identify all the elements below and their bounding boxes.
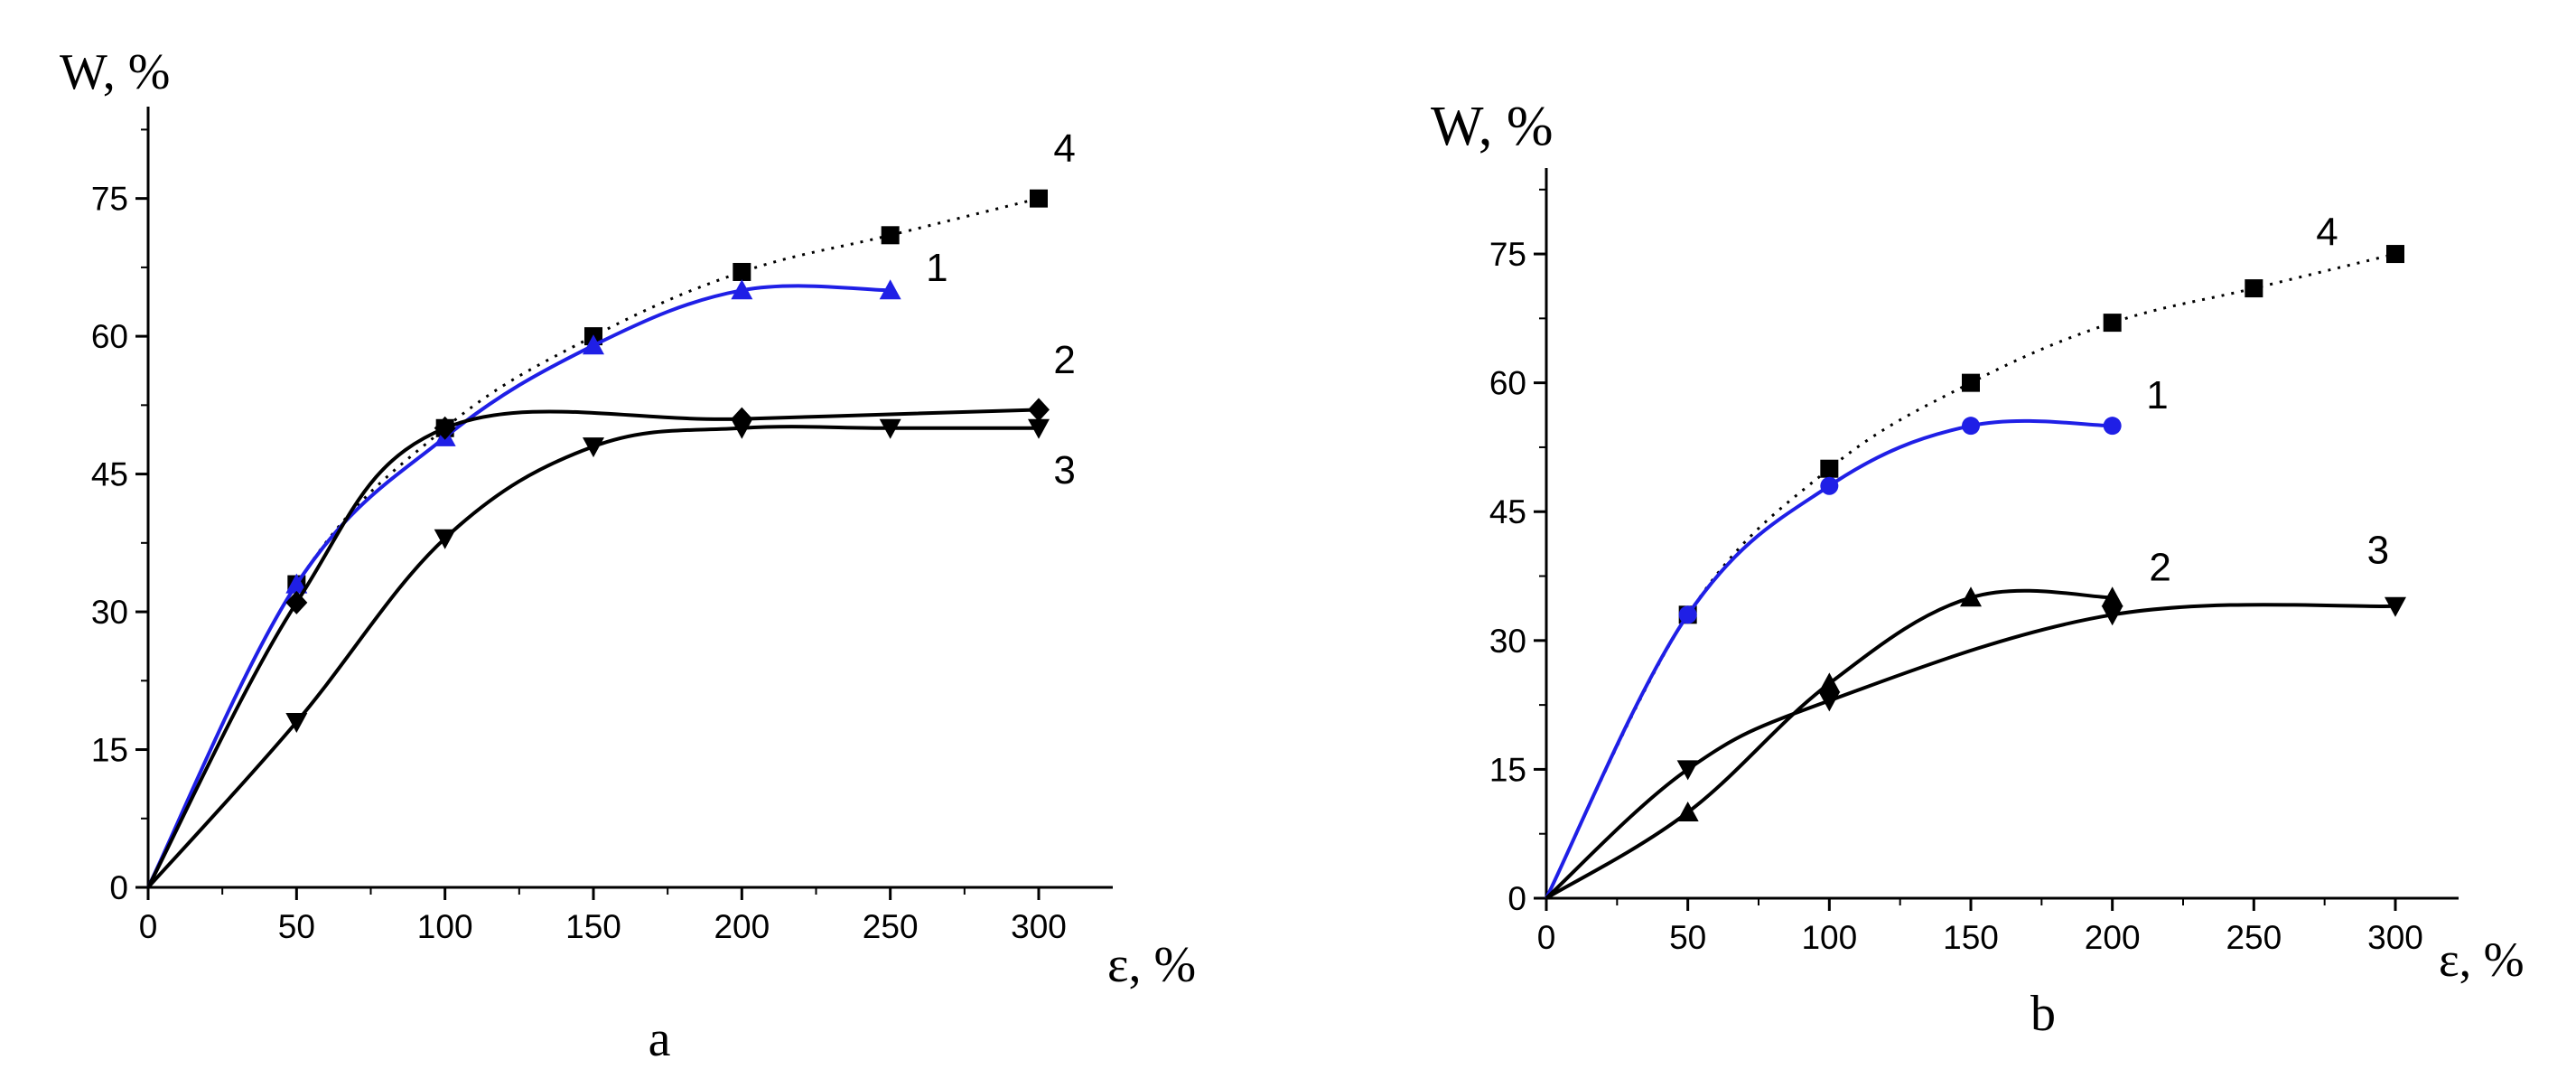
series-4-point (2386, 245, 2404, 264)
series-3-point (2101, 605, 2123, 626)
series-2-point (434, 416, 456, 440)
series-4-point (1962, 373, 1980, 392)
y-axis-title: W, % (60, 44, 170, 100)
series-2-point (2101, 586, 2123, 607)
y-tick-label: 45 (1489, 493, 1526, 530)
x-tick-label: 200 (714, 908, 770, 945)
x-tick-label: 100 (417, 908, 473, 945)
y-tick-label: 45 (91, 456, 128, 493)
series-3-line (1545, 603, 2396, 900)
y-tick-label: 0 (1507, 880, 1526, 917)
y-tick-label: 75 (91, 181, 128, 218)
series-4-line (1545, 252, 2396, 899)
curve-label-1: 1 (2146, 373, 2168, 417)
series-3-point (285, 713, 308, 734)
series-1-line (146, 284, 891, 888)
y-tick-label: 15 (1489, 751, 1526, 788)
series-2-line (146, 408, 1040, 888)
series-3-point (1818, 691, 1841, 712)
y-tick-label: 30 (1489, 623, 1526, 660)
y-tick-label: 60 (91, 318, 128, 355)
series-4-point (2245, 279, 2263, 298)
series-4-point (881, 226, 900, 245)
x-axis-title: ε, % (2439, 933, 2525, 987)
x-tick-label: 150 (1943, 919, 1999, 956)
y-axis-title: W, % (1431, 96, 1553, 157)
x-tick-label: 0 (139, 908, 158, 945)
series-1-line (1545, 418, 2113, 899)
x-tick-label: 150 (565, 908, 621, 945)
series-2-point (1028, 398, 1050, 422)
series-3-point (2385, 596, 2406, 617)
curve-label-2: 2 (2149, 545, 2170, 589)
series-2-point (1676, 801, 1699, 821)
series-1-point (879, 279, 901, 300)
panel-label-b: b (2030, 986, 2056, 1042)
x-tick-label: 50 (278, 908, 315, 945)
series-1-point (285, 573, 308, 594)
curve-label-2: 2 (1053, 338, 1075, 382)
series-1-point (1678, 605, 1697, 624)
series-3-point (731, 418, 753, 439)
x-tick-label: 100 (1801, 919, 1857, 956)
y-tick-label: 75 (1489, 236, 1526, 273)
x-tick-label: 50 (1669, 919, 1706, 956)
series-1-point (731, 279, 753, 300)
x-tick-label: 250 (2226, 919, 2282, 956)
curve-label-3: 3 (1053, 448, 1075, 492)
curve-label-1: 1 (926, 246, 947, 290)
series-3-point (583, 437, 604, 458)
series-2-point (1818, 672, 1841, 693)
x-axis-title: ε, % (1107, 937, 1196, 993)
series-3-point (1028, 418, 1050, 439)
series-4-point (2103, 314, 2122, 333)
series-3-line (146, 425, 1039, 889)
series-2-line (1545, 588, 2113, 900)
series-4-point (733, 262, 751, 281)
series-1-point (1962, 417, 1980, 436)
x-tick-label: 250 (863, 908, 919, 945)
series-4-point (1030, 189, 1048, 208)
curve-label-3: 3 (2367, 528, 2389, 572)
curve-label-4: 4 (2316, 211, 2338, 255)
x-tick-label: 200 (2085, 919, 2141, 956)
y-tick-label: 60 (1489, 365, 1526, 402)
y-tick-label: 15 (91, 732, 128, 769)
series-1-point (2103, 417, 2122, 436)
y-tick-label: 0 (109, 869, 128, 906)
curve-label-4: 4 (1053, 127, 1075, 171)
x-tick-label: 0 (1537, 919, 1556, 956)
series-3-point (1676, 760, 1699, 781)
series-2-point (1960, 586, 1982, 607)
panel-label-a: a (649, 1011, 671, 1067)
series-4-point (1820, 459, 1839, 478)
series-1-point (1820, 476, 1839, 495)
series-2-point (285, 590, 308, 614)
series-4-line (146, 197, 1040, 888)
x-tick-label: 300 (1011, 908, 1067, 945)
y-tick-label: 30 (91, 594, 128, 631)
x-tick-label: 300 (2367, 919, 2423, 956)
series-3-point (434, 529, 456, 549)
series-1-point (583, 334, 604, 355)
series-3-point (879, 418, 901, 439)
